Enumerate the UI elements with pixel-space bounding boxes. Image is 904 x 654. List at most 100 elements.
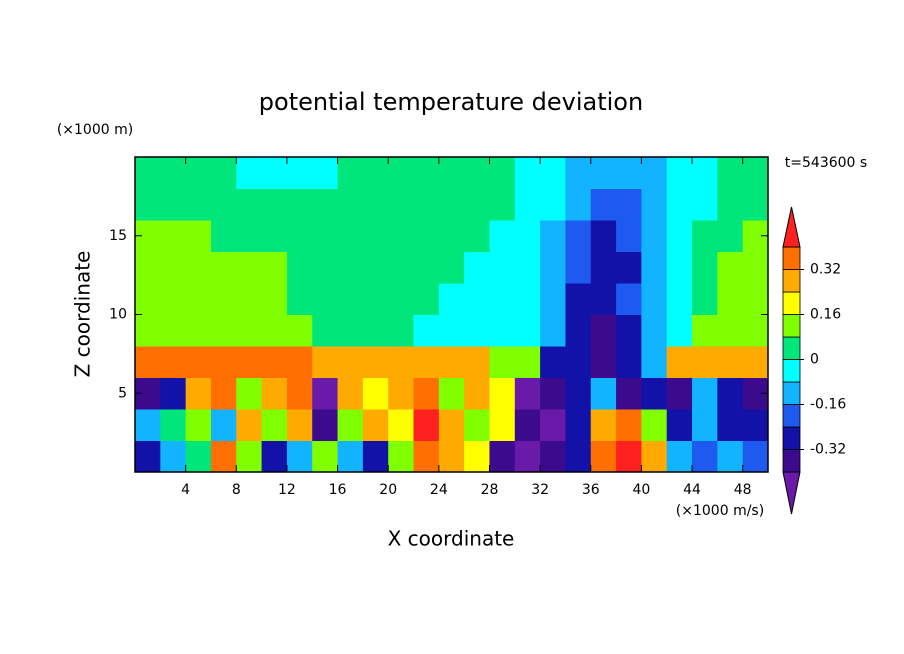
- contour-cell: [413, 251, 440, 284]
- contour-cell: [540, 409, 566, 441]
- x-tick-label: 8: [232, 482, 241, 498]
- contour-cell: [135, 188, 161, 221]
- x-tick-label: 48: [734, 482, 752, 498]
- contour-cell: [413, 346, 440, 378]
- contour-cell: [388, 314, 415, 347]
- contour-cell: [388, 157, 415, 189]
- colorbar-tick-label: -0.32: [810, 442, 846, 458]
- contour-cell: [514, 157, 541, 189]
- colorbar-triangle: [782, 206, 801, 248]
- contour-cell: [210, 377, 237, 410]
- contour-cell: [413, 220, 440, 252]
- y-axis-label: Z coordinate: [71, 251, 95, 378]
- contour-cell: [236, 283, 263, 315]
- contour-cell: [160, 409, 187, 441]
- contour-cell: [742, 314, 769, 347]
- contour-cell: [464, 251, 490, 284]
- contour-cell: [742, 409, 769, 441]
- x-tick-label: 20: [379, 482, 397, 498]
- contour-cell: [540, 220, 566, 252]
- contour-cell: [286, 188, 313, 221]
- contour-cell: [286, 346, 313, 378]
- contour-cell: [438, 283, 465, 315]
- x-axis-label: X coordinate: [388, 527, 515, 551]
- contour-cell: [742, 157, 769, 189]
- colorbar-segment: [782, 269, 801, 293]
- contour-cell: [514, 188, 541, 221]
- contour-cell: [616, 377, 642, 410]
- contour-cell: [717, 440, 744, 473]
- contour-cell: [160, 283, 187, 315]
- contour-cell: [236, 377, 263, 410]
- contour-cell: [185, 346, 212, 378]
- contour-cell: [286, 283, 313, 315]
- colorbar-segment: [782, 336, 801, 360]
- contour-cell: [489, 188, 516, 221]
- contour-cell: [489, 314, 516, 347]
- contour-cell: [236, 157, 263, 189]
- contour-cell: [666, 440, 693, 473]
- contour-cell: [666, 220, 693, 252]
- contour-cell: [514, 377, 541, 410]
- contour-cell: [261, 251, 288, 284]
- contour-cell: [160, 157, 187, 189]
- contour-cell: [210, 440, 237, 473]
- contour-cell: [185, 314, 212, 347]
- colorbar-segment: [782, 291, 801, 315]
- contour-cell: [362, 377, 389, 410]
- contour-field: [135, 157, 769, 473]
- contour-cell: [565, 251, 592, 284]
- contour-cell: [388, 409, 415, 441]
- contour-cell: [641, 346, 668, 378]
- contour-cell: [438, 220, 465, 252]
- contour-cell: [590, 220, 617, 252]
- contour-cell: [135, 157, 161, 189]
- contour-cell: [565, 440, 592, 473]
- contour-cell: [717, 377, 744, 410]
- contour-cell: [337, 346, 364, 378]
- contour-cell: [388, 346, 415, 378]
- contour-cell: [286, 440, 313, 473]
- contour-cell: [413, 283, 440, 315]
- contour-cell: [565, 377, 592, 410]
- contour-cell: [742, 251, 769, 284]
- contour-cell: [362, 157, 389, 189]
- x-unit: (×1000 m/s): [676, 503, 764, 519]
- contour-cell: [540, 377, 566, 410]
- contour-cell: [565, 314, 592, 347]
- contour-cell: [312, 157, 339, 189]
- contour-cell: [616, 314, 642, 347]
- contour-cell: [590, 314, 617, 347]
- contour-cell: [514, 314, 541, 347]
- contour-cell: [185, 283, 212, 315]
- contour-cell: [337, 409, 364, 441]
- contour-cell: [160, 220, 187, 252]
- contour-cell: [312, 409, 339, 441]
- contour-cell: [337, 251, 364, 284]
- contour-cell: [135, 440, 161, 473]
- contour-cell: [362, 346, 389, 378]
- contour-cell: [692, 188, 718, 221]
- contour-cell: [489, 157, 516, 189]
- contour-cell: [692, 346, 718, 378]
- contour-cell: [236, 314, 263, 347]
- contour-cell: [160, 314, 187, 347]
- contour-cell: [489, 409, 516, 441]
- contour-cell: [337, 283, 364, 315]
- contour-cell: [565, 283, 592, 315]
- contour-cell: [185, 157, 212, 189]
- x-tick-label: 12: [278, 482, 296, 498]
- contour-cell: [540, 283, 566, 315]
- contour-cell: [438, 377, 465, 410]
- contour-cell: [185, 409, 212, 441]
- contour-cell: [742, 283, 769, 315]
- contour-cell: [489, 346, 516, 378]
- contour-cell: [464, 283, 490, 315]
- contour-cell: [337, 440, 364, 473]
- contour-cell: [692, 377, 718, 410]
- contour-cell: [438, 157, 465, 189]
- contour-cell: [438, 314, 465, 347]
- contour-cell: [337, 220, 364, 252]
- contour-cell: [261, 409, 288, 441]
